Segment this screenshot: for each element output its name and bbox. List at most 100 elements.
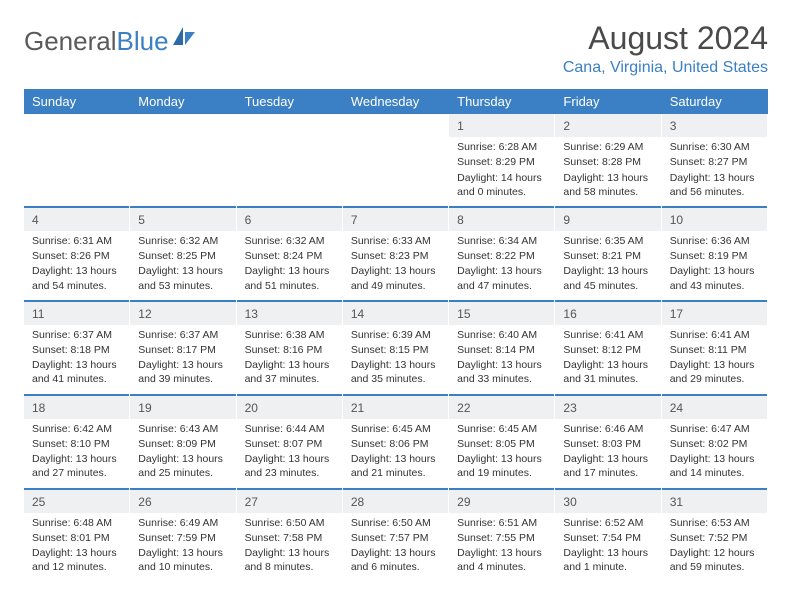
logo: GeneralBlue <box>24 26 197 57</box>
calendar-cell: 7Sunrise: 6:33 AMSunset: 8:23 PMDaylight… <box>343 206 449 300</box>
sunrise-line: Sunrise: 6:39 AM <box>351 328 440 342</box>
sunset-line: Sunset: 8:18 PM <box>32 343 121 357</box>
day-number: 10 <box>662 206 767 231</box>
daylight-line: Daylight: 13 hours and 12 minutes. <box>32 546 121 574</box>
day-detail: Sunrise: 6:48 AMSunset: 8:01 PMDaylight:… <box>24 513 129 582</box>
sail-icon <box>171 25 197 52</box>
day-detail: Sunrise: 6:51 AMSunset: 7:55 PMDaylight:… <box>449 513 554 582</box>
daylight-line: Daylight: 13 hours and 58 minutes. <box>563 171 652 199</box>
day-detail: Sunrise: 6:37 AMSunset: 8:18 PMDaylight:… <box>24 325 129 394</box>
daylight-line: Daylight: 13 hours and 49 minutes. <box>351 264 440 292</box>
weekday-header: Wednesday <box>343 89 449 114</box>
day-detail: Sunrise: 6:53 AMSunset: 7:52 PMDaylight:… <box>662 513 767 582</box>
weekday-header: Thursday <box>449 89 555 114</box>
weekday-header: Tuesday <box>237 89 343 114</box>
day-number <box>24 114 129 137</box>
day-number <box>343 114 448 137</box>
day-number: 22 <box>449 394 554 419</box>
calendar: SundayMondayTuesdayWednesdayThursdayFrid… <box>24 89 768 581</box>
sunset-line: Sunset: 8:21 PM <box>563 249 652 263</box>
calendar-cell: 10Sunrise: 6:36 AMSunset: 8:19 PMDayligh… <box>662 206 768 300</box>
sunrise-line: Sunrise: 6:52 AM <box>563 516 652 530</box>
weekday-header: Friday <box>555 89 661 114</box>
weekday-header: Saturday <box>662 89 768 114</box>
day-number <box>237 114 342 137</box>
sunset-line: Sunset: 8:17 PM <box>138 343 227 357</box>
day-detail: Sunrise: 6:41 AMSunset: 8:11 PMDaylight:… <box>662 325 767 394</box>
day-number: 14 <box>343 300 448 325</box>
sunset-line: Sunset: 8:27 PM <box>670 155 759 169</box>
calendar-header-row: SundayMondayTuesdayWednesdayThursdayFrid… <box>24 89 768 114</box>
day-number: 3 <box>662 114 767 137</box>
sunset-line: Sunset: 7:58 PM <box>245 531 334 545</box>
day-detail: Sunrise: 6:43 AMSunset: 8:09 PMDaylight:… <box>130 419 235 488</box>
daylight-line: Daylight: 13 hours and 43 minutes. <box>670 264 759 292</box>
day-number: 12 <box>130 300 235 325</box>
sunrise-line: Sunrise: 6:35 AM <box>563 234 652 248</box>
daylight-line: Daylight: 13 hours and 51 minutes. <box>245 264 334 292</box>
day-detail: Sunrise: 6:35 AMSunset: 8:21 PMDaylight:… <box>555 231 660 300</box>
day-number: 4 <box>24 206 129 231</box>
day-number: 17 <box>662 300 767 325</box>
day-number: 11 <box>24 300 129 325</box>
calendar-cell: 4Sunrise: 6:31 AMSunset: 8:26 PMDaylight… <box>24 206 130 300</box>
day-detail: Sunrise: 6:31 AMSunset: 8:26 PMDaylight:… <box>24 231 129 300</box>
sunrise-line: Sunrise: 6:48 AM <box>32 516 121 530</box>
weekday-header: Monday <box>130 89 236 114</box>
sunrise-line: Sunrise: 6:33 AM <box>351 234 440 248</box>
day-detail: Sunrise: 6:32 AMSunset: 8:24 PMDaylight:… <box>237 231 342 300</box>
day-number: 8 <box>449 206 554 231</box>
sunset-line: Sunset: 8:19 PM <box>670 249 759 263</box>
sunset-line: Sunset: 8:10 PM <box>32 437 121 451</box>
day-detail: Sunrise: 6:40 AMSunset: 8:14 PMDaylight:… <box>449 325 554 394</box>
day-detail: Sunrise: 6:50 AMSunset: 7:57 PMDaylight:… <box>343 513 448 582</box>
daylight-line: Daylight: 12 hours and 59 minutes. <box>670 546 759 574</box>
day-detail: Sunrise: 6:49 AMSunset: 7:59 PMDaylight:… <box>130 513 235 582</box>
sunrise-line: Sunrise: 6:46 AM <box>563 422 652 436</box>
sunset-line: Sunset: 8:25 PM <box>138 249 227 263</box>
daylight-line: Daylight: 13 hours and 54 minutes. <box>32 264 121 292</box>
calendar-cell: 8Sunrise: 6:34 AMSunset: 8:22 PMDaylight… <box>449 206 555 300</box>
day-number: 2 <box>555 114 660 137</box>
sunset-line: Sunset: 8:06 PM <box>351 437 440 451</box>
sunrise-line: Sunrise: 6:32 AM <box>138 234 227 248</box>
sunrise-line: Sunrise: 6:50 AM <box>245 516 334 530</box>
calendar-body: 1Sunrise: 6:28 AMSunset: 8:29 PMDaylight… <box>24 114 768 581</box>
calendar-cell: 9Sunrise: 6:35 AMSunset: 8:21 PMDaylight… <box>555 206 661 300</box>
day-detail: Sunrise: 6:41 AMSunset: 8:12 PMDaylight:… <box>555 325 660 394</box>
sunrise-line: Sunrise: 6:37 AM <box>138 328 227 342</box>
sunrise-line: Sunrise: 6:28 AM <box>457 140 546 154</box>
day-number: 5 <box>130 206 235 231</box>
calendar-cell: 21Sunrise: 6:45 AMSunset: 8:06 PMDayligh… <box>343 394 449 488</box>
day-detail: Sunrise: 6:44 AMSunset: 8:07 PMDaylight:… <box>237 419 342 488</box>
sunset-line: Sunset: 8:07 PM <box>245 437 334 451</box>
day-detail: Sunrise: 6:32 AMSunset: 8:25 PMDaylight:… <box>130 231 235 300</box>
daylight-line: Daylight: 13 hours and 4 minutes. <box>457 546 546 574</box>
daylight-line: Daylight: 14 hours and 0 minutes. <box>457 171 546 199</box>
sunrise-line: Sunrise: 6:34 AM <box>457 234 546 248</box>
calendar-cell: 6Sunrise: 6:32 AMSunset: 8:24 PMDaylight… <box>237 206 343 300</box>
sunrise-line: Sunrise: 6:37 AM <box>32 328 121 342</box>
day-number <box>130 114 235 137</box>
sunset-line: Sunset: 8:09 PM <box>138 437 227 451</box>
sunset-line: Sunset: 7:57 PM <box>351 531 440 545</box>
sunrise-line: Sunrise: 6:32 AM <box>245 234 334 248</box>
day-detail: Sunrise: 6:47 AMSunset: 8:02 PMDaylight:… <box>662 419 767 488</box>
logo-part1: General <box>24 26 117 56</box>
day-detail: Sunrise: 6:28 AMSunset: 8:29 PMDaylight:… <box>449 137 554 206</box>
sunset-line: Sunset: 7:55 PM <box>457 531 546 545</box>
daylight-line: Daylight: 13 hours and 25 minutes. <box>138 452 227 480</box>
day-detail: Sunrise: 6:52 AMSunset: 7:54 PMDaylight:… <box>555 513 660 582</box>
sunset-line: Sunset: 8:16 PM <box>245 343 334 357</box>
sunrise-line: Sunrise: 6:41 AM <box>670 328 759 342</box>
daylight-line: Daylight: 13 hours and 39 minutes. <box>138 358 227 386</box>
calendar-cell: 16Sunrise: 6:41 AMSunset: 8:12 PMDayligh… <box>555 300 661 394</box>
sunrise-line: Sunrise: 6:38 AM <box>245 328 334 342</box>
daylight-line: Daylight: 13 hours and 56 minutes. <box>670 171 759 199</box>
sunset-line: Sunset: 8:02 PM <box>670 437 759 451</box>
sunrise-line: Sunrise: 6:29 AM <box>563 140 652 154</box>
day-number: 27 <box>237 488 342 513</box>
calendar-cell: 24Sunrise: 6:47 AMSunset: 8:02 PMDayligh… <box>662 394 768 488</box>
daylight-line: Daylight: 13 hours and 14 minutes. <box>670 452 759 480</box>
calendar-cell: 28Sunrise: 6:50 AMSunset: 7:57 PMDayligh… <box>343 488 449 582</box>
